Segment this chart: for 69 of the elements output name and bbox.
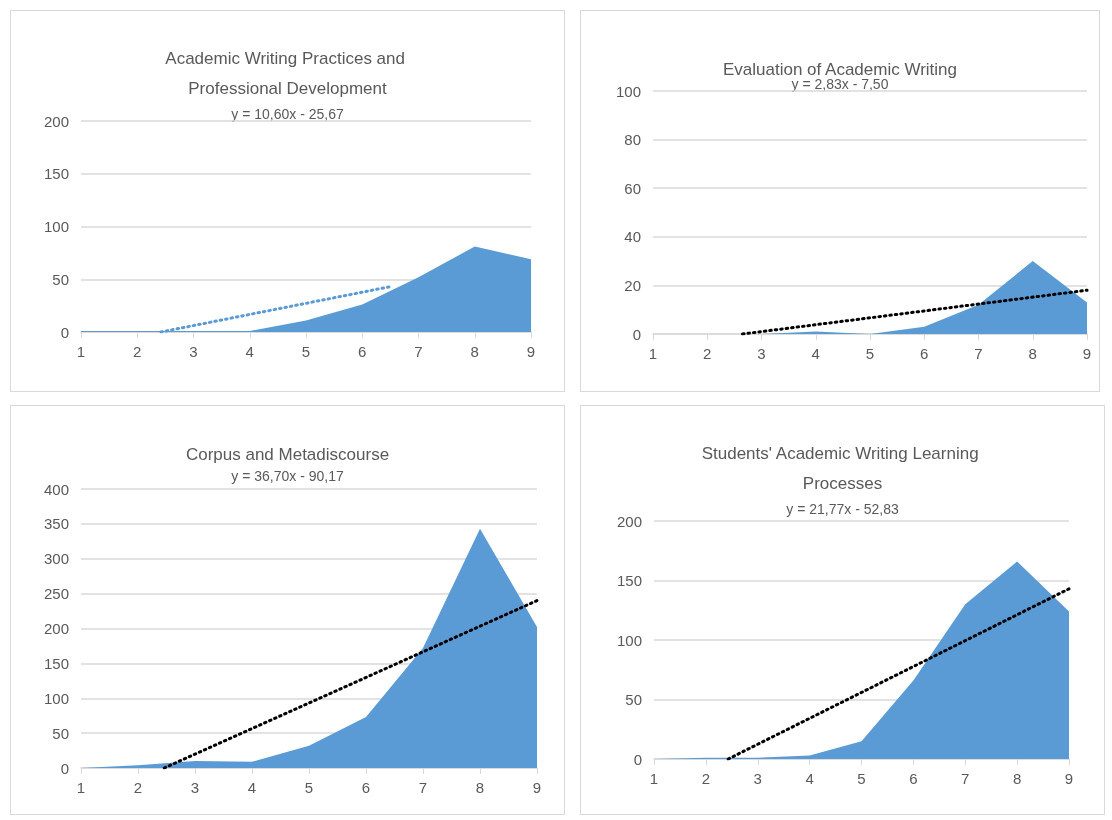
y-tick-label: 0 bbox=[633, 750, 642, 768]
x-tick-label: 2 bbox=[701, 770, 711, 787]
text: y = 21,77x - 52,83 bbox=[786, 501, 899, 517]
x-tick-label: 7 bbox=[961, 770, 970, 787]
y-tick-label: 150 bbox=[43, 165, 69, 183]
x-tick-label: 4 bbox=[245, 343, 254, 360]
y-tick-label: 80 bbox=[624, 131, 641, 149]
x-tick-label: 7 bbox=[414, 343, 423, 360]
x-tick-label: 2 bbox=[133, 343, 142, 360]
x-tick-label: 8 bbox=[475, 779, 485, 796]
annotation: y = 2,83x - 7,50 bbox=[791, 76, 889, 92]
y-tick-label: 150 bbox=[616, 572, 642, 589]
x-tick-label: 7 bbox=[418, 779, 428, 796]
x-tick-label: 8 bbox=[470, 343, 479, 360]
text: y = 36,70x - 90,17 bbox=[231, 468, 344, 484]
y-tick-label: 200 bbox=[616, 512, 642, 530]
y-tick-label: 200 bbox=[43, 112, 69, 130]
y-tick-label: 60 bbox=[624, 179, 641, 197]
x-tick-label: 2 bbox=[133, 779, 143, 796]
y-tick-label: 100 bbox=[616, 631, 642, 649]
y-tick-label: 50 bbox=[52, 270, 69, 288]
x-tick-label: 8 bbox=[1028, 345, 1037, 362]
x-tick-label: 6 bbox=[361, 779, 371, 796]
x-tick-label: 1 bbox=[649, 770, 659, 787]
x-tick-label: 9 bbox=[532, 779, 542, 796]
x-tick-label: 8 bbox=[1012, 770, 1022, 787]
x-tick-label: 1 bbox=[76, 779, 86, 796]
y-tick-label: 100 bbox=[43, 218, 69, 235]
y-tick-label: 350 bbox=[43, 515, 69, 533]
x-tick-label: 3 bbox=[190, 779, 200, 796]
y-tick-label: 0 bbox=[60, 323, 69, 341]
y-tick-label: 20 bbox=[624, 276, 641, 294]
x-tick-label: 6 bbox=[358, 343, 367, 360]
y-tick-label: 40 bbox=[624, 228, 641, 246]
x-tick-label: 3 bbox=[757, 345, 766, 362]
x-tick-label: 5 bbox=[857, 770, 866, 787]
x-tick-label: 9 bbox=[526, 343, 536, 360]
x-tick-label: 4 bbox=[247, 779, 257, 796]
x-tick-label: 5 bbox=[301, 343, 311, 360]
y-tick-label: 0 bbox=[60, 759, 69, 777]
y-tick-label: 50 bbox=[52, 724, 69, 742]
chart-title: Academic Writing Practices and Professional Development bbox=[165, 48, 410, 98]
x-tick-label: 3 bbox=[189, 343, 198, 360]
x-tick-label: 6 bbox=[909, 770, 918, 787]
x-tick-label: 5 bbox=[865, 345, 875, 362]
y-tick-label: 150 bbox=[43, 654, 69, 672]
y-tick-label: 50 bbox=[625, 691, 642, 708]
y-tick-label: 200 bbox=[43, 620, 69, 637]
chart-title: Evaluation of Academic Writing bbox=[722, 59, 958, 79]
x-tick-label: 4 bbox=[811, 345, 820, 362]
y-tick-label: 0 bbox=[632, 325, 641, 343]
y-tick-label: 100 bbox=[615, 82, 641, 100]
chart-title: Corpus and Metadiscourse bbox=[185, 444, 390, 464]
x-tick-label: 3 bbox=[753, 770, 762, 787]
y-tick-label: 300 bbox=[43, 550, 69, 568]
x-tick-label: 9 bbox=[1082, 345, 1092, 362]
x-tick-label: 1 bbox=[648, 345, 658, 362]
x-tick-label: 6 bbox=[920, 345, 929, 362]
x-tick-label: 4 bbox=[805, 770, 814, 787]
y-tick-label: 250 bbox=[43, 585, 69, 603]
x-tick-label: 9 bbox=[1064, 770, 1074, 787]
y-tick-label: 400 bbox=[43, 480, 69, 498]
chart-title: Students' Academic Writing Learning Processes bbox=[701, 443, 984, 493]
x-tick-label: 1 bbox=[76, 343, 86, 360]
annotation: y = 10,60x - 25,67 bbox=[231, 106, 344, 122]
x-tick-label: 5 bbox=[304, 779, 314, 796]
y-tick-label: 100 bbox=[43, 689, 69, 707]
x-tick-label: 2 bbox=[703, 345, 712, 362]
x-tick-label: 7 bbox=[974, 345, 983, 362]
